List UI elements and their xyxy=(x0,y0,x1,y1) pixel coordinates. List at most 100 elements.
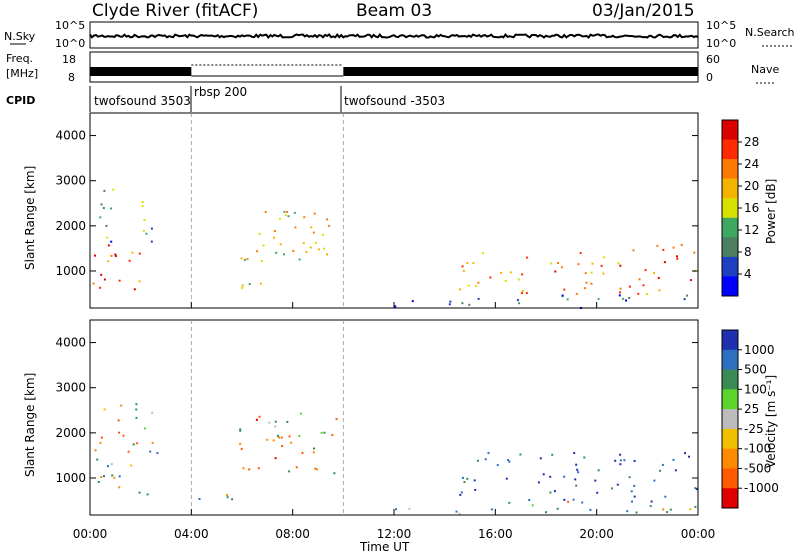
data-point xyxy=(143,427,146,430)
data-point xyxy=(628,476,631,479)
data-point xyxy=(507,459,510,461)
data-point xyxy=(99,216,102,219)
time-xlabel: Time UT xyxy=(359,540,410,554)
velocity-yticks: 1000 2000 3000 4000 xyxy=(55,320,698,515)
data-point xyxy=(557,262,559,264)
data-point xyxy=(463,481,466,483)
data-point xyxy=(519,453,522,456)
data-point xyxy=(551,453,554,456)
data-point xyxy=(684,452,686,455)
ytick-label: 3000 xyxy=(55,174,86,188)
data-point xyxy=(618,294,621,297)
colorbar-swatch xyxy=(722,488,738,509)
data-point xyxy=(290,441,293,444)
data-point xyxy=(198,498,201,500)
data-point xyxy=(150,227,153,230)
xtick-label: 08:00 xyxy=(275,527,310,541)
data-point xyxy=(449,300,452,303)
data-point xyxy=(567,500,570,503)
data-point xyxy=(594,479,597,482)
data-point xyxy=(477,297,480,300)
data-point xyxy=(683,298,686,301)
data-point xyxy=(617,262,620,265)
colorbar-tick-label: 500 xyxy=(744,363,767,377)
data-point xyxy=(326,218,328,221)
data-point xyxy=(619,463,622,466)
velocity-scatter xyxy=(94,403,698,515)
data-point xyxy=(537,481,540,484)
data-point xyxy=(661,463,664,466)
data-point xyxy=(239,442,242,445)
data-point xyxy=(114,253,117,256)
data-point xyxy=(490,508,493,511)
data-point xyxy=(584,272,587,275)
cpid-segment-2: twofsound -3503 xyxy=(344,94,445,108)
data-point xyxy=(525,292,528,295)
data-point xyxy=(248,283,251,286)
data-point xyxy=(118,475,121,478)
data-point xyxy=(500,271,503,274)
data-point xyxy=(141,205,144,208)
data-point xyxy=(303,216,306,219)
data-point xyxy=(549,475,552,478)
xtick-label: 04:00 xyxy=(174,527,209,541)
colorbar-tick-label: -25 xyxy=(744,422,764,436)
data-point xyxy=(496,464,499,467)
data-point xyxy=(653,479,656,482)
data-point xyxy=(294,226,297,229)
data-point xyxy=(151,411,154,414)
data-point xyxy=(273,236,275,239)
data-point xyxy=(110,240,113,243)
data-point xyxy=(646,293,648,296)
data-point xyxy=(466,262,469,264)
colorbar-tick-label: 8 xyxy=(744,245,752,259)
data-point xyxy=(262,244,265,247)
data-point xyxy=(335,418,338,421)
data-point xyxy=(632,249,635,252)
xtick-label: 20:00 xyxy=(579,527,614,541)
data-point xyxy=(468,303,471,306)
data-point xyxy=(619,459,622,462)
data-point xyxy=(528,499,531,501)
power-yticks: 1000 2000 3000 4000 xyxy=(55,113,698,308)
data-point xyxy=(575,292,578,295)
data-point xyxy=(110,207,112,210)
data-point xyxy=(466,477,469,480)
data-point xyxy=(313,447,315,450)
data-point xyxy=(320,431,323,434)
data-point xyxy=(292,249,295,252)
data-point xyxy=(242,467,245,470)
data-point xyxy=(333,472,336,475)
data-point xyxy=(563,498,566,501)
data-point xyxy=(133,288,136,291)
data-point xyxy=(487,452,490,455)
noise-tick-left-top: 10^5 xyxy=(55,19,85,32)
data-point xyxy=(293,211,296,214)
data-point xyxy=(489,276,492,279)
data-point xyxy=(482,252,484,255)
data-point xyxy=(283,253,285,256)
data-point xyxy=(255,418,258,421)
data-point xyxy=(102,207,105,209)
data-point xyxy=(103,278,106,281)
ytick-label: 3000 xyxy=(55,381,86,395)
data-point xyxy=(283,210,286,213)
data-point xyxy=(484,458,487,461)
data-point xyxy=(241,286,243,289)
data-point xyxy=(504,280,507,282)
data-point xyxy=(619,287,622,290)
data-point xyxy=(107,260,110,263)
ytick-label: 1000 xyxy=(55,471,86,485)
data-point xyxy=(274,425,277,428)
data-point xyxy=(556,507,559,510)
cpid-segment-1: rbsp 200 xyxy=(194,85,247,99)
data-point xyxy=(114,255,117,258)
data-point xyxy=(145,232,148,235)
colorbar-swatch xyxy=(722,468,738,489)
data-point xyxy=(266,438,269,441)
data-point xyxy=(103,189,106,192)
data-point xyxy=(614,459,617,462)
data-point xyxy=(517,278,520,281)
data-point xyxy=(549,491,552,494)
colorbar-swatch xyxy=(722,428,738,450)
